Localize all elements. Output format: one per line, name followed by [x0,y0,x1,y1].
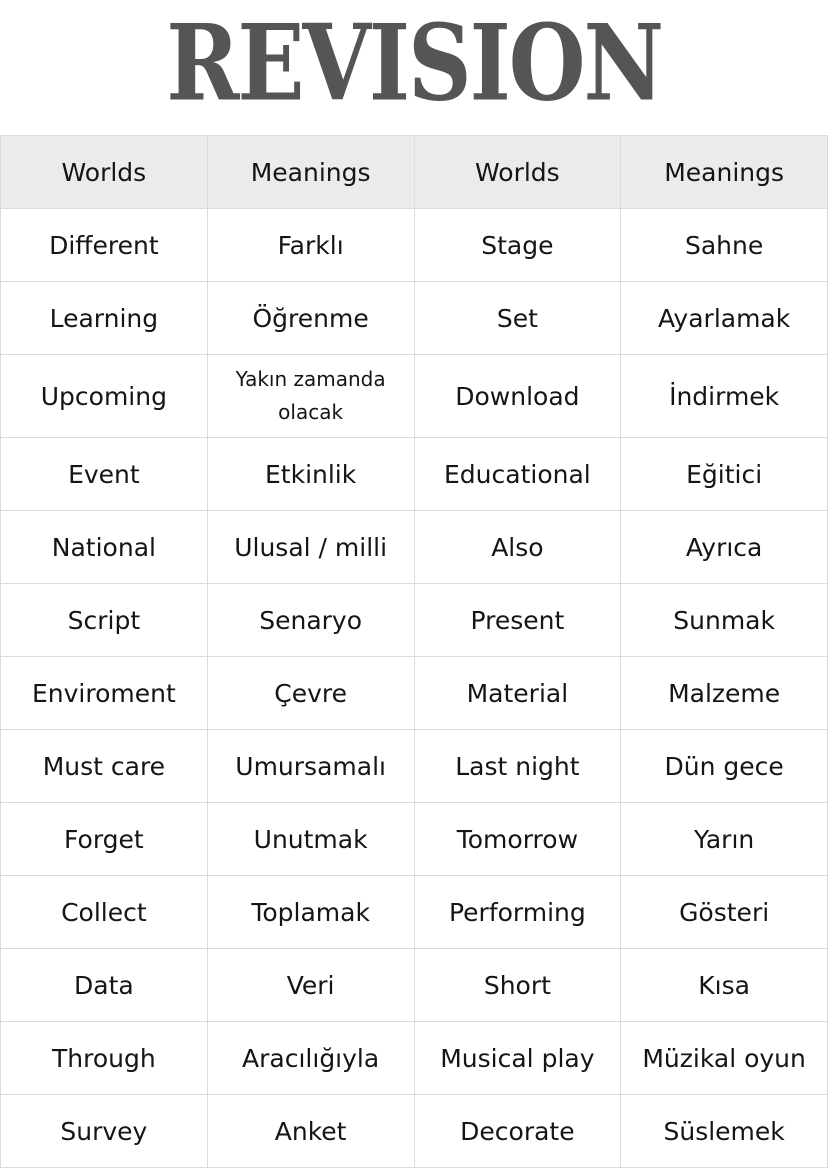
vocabulary-table: Worlds Meanings Worlds Meanings Different Fa… [0,135,828,1168]
word-cell: Different [0,208,208,282]
word-cell: Decorate [413,1094,622,1168]
table-row: Script Senaryo Present Sunmak [0,583,828,657]
meaning-cell: Aracılığıyla [206,1021,415,1095]
meaning-cell: Sahne [620,208,828,282]
page-title: REVISION [0,8,828,118]
column-header: Worlds [0,135,208,209]
word-cell: Material [413,656,622,730]
meaning-cell: Umursamalı [206,729,415,803]
meaning-cell: Gösteri [620,875,828,949]
meaning-cell: Yakın zamanda olacak [206,354,415,438]
table-row: Event Etkinlik Educational Eğitici [0,437,828,511]
word-cell: Enviroment [0,656,208,730]
word-cell: Collect [0,875,208,949]
table-row: Must care Umursamalı Last night Dün gece [0,729,828,803]
header-row: Worlds Meanings Worlds Meanings [0,135,828,209]
word-cell: Present [413,583,622,657]
word-cell: Event [0,437,208,511]
word-cell: Performing [413,875,622,949]
word-cell: Set [413,281,622,355]
meaning-cell: Ulusal / milli [206,510,415,584]
word-cell: Script [0,583,208,657]
word-cell: Educational [413,437,622,511]
meaning-cell: Anket [206,1094,415,1168]
column-header: Meanings [620,135,828,209]
word-cell: Musical play [413,1021,622,1095]
table-row: Survey Anket Decorate Süslemek [0,1094,828,1168]
meaning-cell: Eğitici [620,437,828,511]
word-cell: Short [413,948,622,1022]
meaning-cell: Dün gece [620,729,828,803]
meaning-cell: Müzikal oyun [620,1021,828,1095]
title-text: REVISION [166,0,664,125]
word-cell: Upcoming [0,354,208,438]
table-row: National Ulusal / milli Also Ayrıca [0,510,828,584]
word-cell: Through [0,1021,208,1095]
meaning-cell: Senaryo [206,583,415,657]
word-cell: Last night [413,729,622,803]
meaning-cell: Malzeme [620,656,828,730]
meaning-cell: Farklı [206,208,415,282]
meaning-cell: Ayrıca [620,510,828,584]
meaning-cell: Kısa [620,948,828,1022]
word-cell: Must care [0,729,208,803]
meaning-cell: Süslemek [620,1094,828,1168]
meaning-cell: Öğrenme [206,281,415,355]
table-row: Collect Toplamak Performing Gösteri [0,875,828,949]
table-row: Forget Unutmak Tomorrow Yarın [0,802,828,876]
word-cell: Forget [0,802,208,876]
meaning-cell: Unutmak [206,802,415,876]
table-row: Upcoming Yakın zamanda olacak Download İndi… [0,354,828,438]
meaning-cell: Etkinlik [206,437,415,511]
table-row: Learning Öğrenme Set Ayarlamak [0,281,828,355]
meaning-cell: Yarın [620,802,828,876]
meaning-cell: Veri [206,948,415,1022]
table-row: Through Aracılığıyla Musical play Müzikal o… [0,1021,828,1095]
meaning-cell: Ayarlamak [620,281,828,355]
word-cell: National [0,510,208,584]
table-row: Enviroment Çevre Material Malzeme [0,656,828,730]
word-cell: Learning [0,281,208,355]
table-row: Data Veri Short Kısa [0,948,828,1022]
word-cell: Data [0,948,208,1022]
table-row: Different Farklı Stage Sahne [0,208,828,282]
meaning-cell: Toplamak [206,875,415,949]
word-cell: Download [413,354,622,438]
meaning-cell: Sunmak [620,583,828,657]
meaning-cell: Çevre [206,656,415,730]
meaning-cell: İndirmek [620,354,828,438]
word-cell: Survey [0,1094,208,1168]
column-header: Worlds [413,135,622,209]
word-cell: Also [413,510,622,584]
word-cell: Tomorrow [413,802,622,876]
column-header: Meanings [206,135,415,209]
word-cell: Stage [413,208,622,282]
